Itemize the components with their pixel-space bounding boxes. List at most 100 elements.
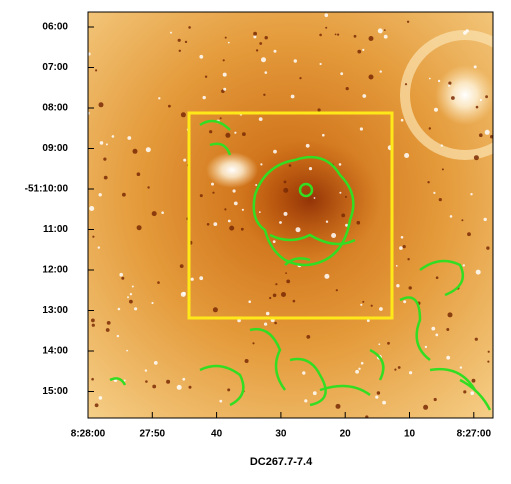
- star: [362, 300, 365, 303]
- x-tick-label: 10: [404, 429, 416, 440]
- star: [199, 276, 204, 281]
- star: [353, 34, 357, 38]
- star: [404, 83, 408, 86]
- star: [134, 307, 138, 311]
- star: [475, 105, 479, 109]
- star: [362, 48, 365, 52]
- star: [166, 379, 171, 384]
- star: [483, 217, 487, 222]
- star: [325, 26, 328, 29]
- star: [394, 368, 397, 371]
- star: [465, 29, 469, 33]
- star: [428, 127, 431, 130]
- star: [122, 192, 126, 197]
- star: [105, 328, 110, 332]
- star: [433, 191, 436, 194]
- star: [88, 52, 91, 56]
- contour: [298, 182, 314, 198]
- star: [283, 180, 287, 184]
- star: [427, 181, 430, 184]
- star: [331, 233, 337, 238]
- star: [370, 304, 373, 307]
- contour: [269, 233, 356, 266]
- star: [227, 388, 231, 392]
- star: [345, 87, 349, 91]
- star: [408, 286, 412, 290]
- star: [237, 318, 241, 323]
- star: [470, 391, 475, 396]
- star: [260, 163, 263, 166]
- star: [368, 36, 374, 41]
- star: [103, 157, 107, 161]
- star: [180, 112, 186, 118]
- star: [161, 211, 164, 214]
- halo: [400, 30, 493, 160]
- star: [302, 371, 306, 375]
- y-tick-label: 09:00: [42, 143, 68, 154]
- y-tick-label: 12:00: [42, 265, 68, 276]
- star: [484, 129, 490, 135]
- star: [317, 108, 321, 112]
- star: [305, 143, 310, 148]
- star: [368, 74, 374, 80]
- star: [248, 300, 251, 304]
- star: [359, 127, 363, 131]
- star: [383, 34, 388, 39]
- star: [324, 273, 330, 279]
- star: [261, 57, 266, 63]
- star: [273, 149, 277, 154]
- star: [98, 102, 104, 108]
- star: [365, 415, 369, 418]
- star: [485, 95, 488, 99]
- star: [255, 184, 258, 186]
- star: [441, 168, 444, 171]
- star: [335, 289, 338, 292]
- star: [99, 141, 104, 145]
- star: [275, 283, 278, 286]
- star: [116, 334, 120, 338]
- star: [131, 285, 134, 288]
- star: [448, 84, 451, 87]
- star: [357, 49, 362, 54]
- star: [98, 396, 103, 400]
- star: [144, 369, 148, 372]
- stars: [88, 13, 493, 418]
- star: [111, 135, 115, 138]
- star: [224, 208, 227, 211]
- y-tick-label: 13:00: [42, 305, 68, 316]
- star: [379, 307, 383, 311]
- star: [132, 148, 138, 154]
- star: [241, 208, 244, 211]
- star: [182, 291, 186, 295]
- star: [126, 349, 128, 352]
- star: [486, 246, 490, 250]
- star: [188, 26, 191, 29]
- star: [153, 361, 158, 365]
- contour: [109, 259, 492, 411]
- star: [293, 59, 297, 63]
- star: [119, 272, 123, 277]
- star: [387, 341, 390, 345]
- y-tick-label: 06:00: [42, 22, 68, 33]
- star: [285, 272, 287, 274]
- star: [158, 97, 161, 100]
- star: [355, 369, 359, 374]
- star: [382, 400, 386, 405]
- star: [362, 94, 367, 98]
- star: [117, 307, 121, 311]
- star: [433, 397, 437, 402]
- star: [423, 404, 429, 410]
- star: [451, 96, 455, 100]
- star: [366, 319, 370, 322]
- star: [253, 31, 257, 36]
- star: [487, 350, 490, 353]
- star: [269, 296, 272, 300]
- star: [313, 197, 316, 199]
- star: [188, 385, 192, 389]
- star: [440, 144, 443, 147]
- star: [212, 307, 218, 313]
- star: [435, 333, 439, 337]
- star: [123, 379, 126, 382]
- star: [340, 72, 344, 76]
